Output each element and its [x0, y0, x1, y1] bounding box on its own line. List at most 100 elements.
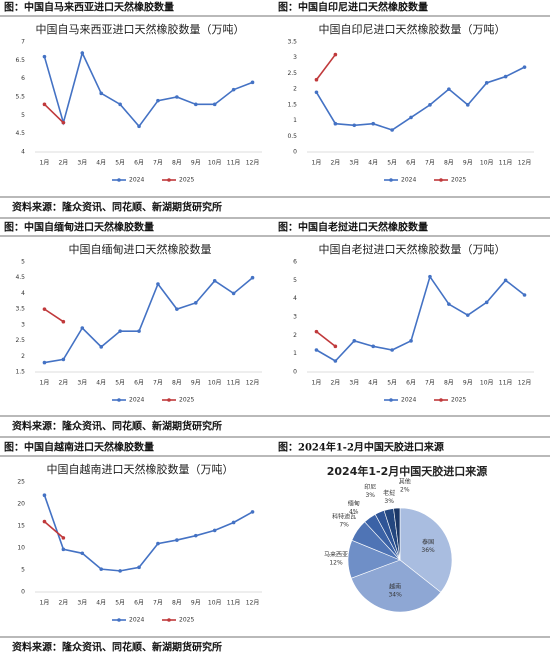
legend-marker: [117, 178, 121, 182]
y-tick-label: 2: [293, 332, 297, 339]
x-tick-label: 9月: [191, 600, 201, 607]
x-tick-label: 1月: [40, 380, 50, 387]
pie-value: 3%: [384, 498, 394, 505]
x-tick-label: 6月: [406, 380, 416, 387]
legend-marker: [439, 398, 443, 402]
x-tick-label: 4月: [368, 160, 378, 167]
point: [231, 520, 236, 525]
y-tick-label: 3: [293, 314, 297, 321]
y-tick-label: 4.5: [15, 274, 25, 281]
point: [80, 551, 85, 556]
point: [503, 278, 508, 283]
y-tick-label: 3.5: [15, 306, 25, 313]
source: 资料来源：隆众资讯、同花顺、新湖期货研究所: [12, 201, 222, 214]
source: 资料来源：隆众资讯、同花顺、新湖期货研究所: [12, 420, 222, 433]
x-tick-label: 9月: [191, 160, 201, 167]
point: [447, 302, 451, 306]
x-tick-label: 11月: [499, 160, 513, 167]
y-tick-label: 4.5: [15, 130, 25, 137]
x-tick-label: 3月: [349, 380, 359, 387]
point: [371, 121, 376, 126]
point: [175, 95, 179, 99]
legend-marker: [439, 178, 443, 182]
point: [409, 339, 413, 343]
header: 图：中国自越南进口天然橡胶数量: [4, 441, 154, 454]
x-tick-label: 7月: [153, 160, 163, 167]
x-tick-label: 3月: [77, 160, 87, 167]
pie-value: 2%: [400, 487, 410, 494]
point: [118, 102, 122, 107]
x-tick-label: 8月: [444, 160, 454, 167]
pie-value: 34%: [388, 591, 402, 598]
point: [314, 77, 319, 82]
pie-label: 印尼: [364, 484, 376, 491]
x-tick-label: 5月: [115, 160, 125, 167]
point: [156, 282, 160, 286]
point: [390, 348, 394, 352]
y-tick-label: 4: [21, 149, 25, 156]
y-tick-label: 6: [293, 259, 297, 266]
y-tick-label: 25: [17, 479, 25, 486]
point: [522, 65, 527, 69]
x-tick-label: 7月: [153, 600, 163, 607]
header: 图：中国自马来西亚进口天然橡胶数量: [4, 1, 174, 14]
x-tick-label: 11月: [227, 160, 241, 167]
legend-marker: [117, 398, 121, 402]
x-tick-label: 2月: [330, 160, 340, 167]
legend-label: 2024: [129, 177, 144, 184]
x-tick-label: 6月: [134, 600, 144, 607]
legend-label: 2024: [401, 177, 416, 184]
point: [42, 519, 47, 524]
y-tick-label: 2.5: [287, 70, 297, 77]
legend-marker: [167, 178, 171, 182]
x-tick-label: 5月: [115, 600, 125, 607]
y-tick-label: 1.5: [287, 101, 297, 108]
pie-label: 其他: [399, 478, 411, 486]
point: [333, 359, 338, 363]
x-tick-label: 9月: [463, 380, 473, 387]
pie-label: 缅甸: [348, 499, 360, 507]
point: [250, 275, 255, 280]
y-tick-label: 1: [293, 117, 297, 124]
x-tick-label: 10月: [208, 600, 222, 607]
point: [42, 360, 47, 365]
point: [175, 538, 179, 542]
legend-label: 2024: [129, 617, 144, 624]
y-tick-label: 2.5: [15, 337, 25, 344]
pie-slice: [350, 559, 442, 613]
y-tick-label: 2: [21, 353, 25, 360]
point: [212, 102, 217, 107]
x-tick-label: 8月: [444, 380, 454, 387]
legend-marker: [167, 398, 171, 402]
point: [314, 348, 319, 352]
pie-label: 泰国: [422, 538, 434, 546]
point: [61, 547, 66, 552]
legend-marker: [117, 618, 121, 622]
point: [99, 567, 104, 571]
point: [118, 329, 122, 333]
x-tick-label: 10月: [208, 160, 222, 167]
series-line: [44, 277, 254, 364]
y-tick-label: 1: [293, 350, 297, 357]
y-tick-label: 5.5: [15, 94, 25, 101]
point: [137, 329, 141, 333]
header: 图：2024年1-2月中国天胶进口来源: [278, 441, 444, 454]
legend-label: 2025: [451, 397, 466, 404]
point: [42, 307, 47, 311]
y-tick-label: 5: [21, 112, 25, 119]
y-tick-label: 6: [21, 75, 25, 82]
point: [314, 329, 319, 334]
point: [61, 357, 66, 362]
x-tick-label: 12月: [246, 160, 260, 167]
point: [522, 293, 527, 297]
x-tick-label: 4月: [96, 160, 106, 167]
pie-slice: [399, 507, 453, 593]
legend-label: 2024: [129, 397, 144, 404]
y-tick-label: 7: [21, 39, 25, 46]
x-tick-label: 2月: [330, 380, 340, 387]
pie-value: 7%: [339, 522, 349, 529]
point: [193, 102, 198, 107]
y-tick-label: 0: [21, 589, 25, 596]
x-tick-label: 2月: [58, 380, 68, 387]
